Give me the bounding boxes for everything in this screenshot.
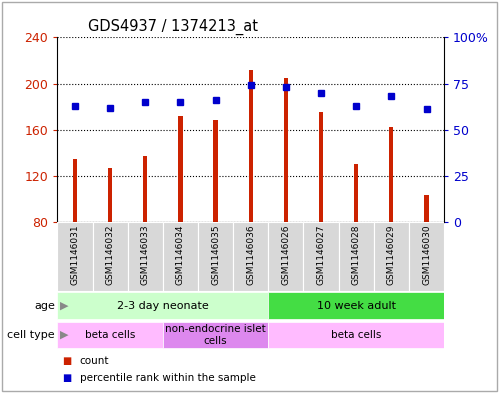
Text: GSM1146031: GSM1146031 (70, 224, 79, 285)
Text: ▶: ▶ (60, 330, 68, 340)
Text: GSM1146034: GSM1146034 (176, 224, 185, 285)
Text: 10 week adult: 10 week adult (317, 301, 396, 310)
Text: age: age (34, 301, 55, 310)
Bar (389, 127, 394, 222)
Bar (233, 222, 268, 291)
Text: GSM1146027: GSM1146027 (316, 224, 325, 285)
Bar (73, 158, 77, 222)
Text: percentile rank within the sample: percentile rank within the sample (80, 373, 255, 383)
Text: cell type: cell type (7, 330, 55, 340)
Bar (92, 222, 128, 291)
Bar (339, 222, 374, 291)
Bar (409, 222, 444, 291)
Bar (143, 156, 147, 222)
Text: beta cells: beta cells (331, 330, 381, 340)
Bar (57, 322, 163, 348)
Text: GSM1146035: GSM1146035 (211, 224, 220, 285)
Bar (214, 120, 218, 222)
Text: beta cells: beta cells (85, 330, 135, 340)
Text: GSM1146029: GSM1146029 (387, 224, 396, 285)
Bar (57, 222, 92, 291)
Text: 2-3 day neonate: 2-3 day neonate (117, 301, 209, 310)
Text: GSM1146030: GSM1146030 (422, 224, 431, 285)
Text: count: count (80, 356, 109, 366)
Text: GSM1146036: GSM1146036 (246, 224, 255, 285)
Bar (163, 322, 268, 348)
Bar (108, 168, 112, 222)
Bar (198, 222, 233, 291)
Text: ■: ■ (62, 373, 72, 383)
Text: GSM1146026: GSM1146026 (281, 224, 290, 285)
Bar (268, 222, 303, 291)
Bar (268, 322, 444, 348)
Bar (163, 222, 198, 291)
Bar (319, 112, 323, 222)
Text: GSM1146032: GSM1146032 (106, 224, 115, 285)
Bar (128, 222, 163, 291)
Text: GSM1146033: GSM1146033 (141, 224, 150, 285)
Bar (57, 292, 268, 319)
Bar (268, 292, 444, 319)
Text: GSM1146028: GSM1146028 (352, 224, 361, 285)
Bar (249, 70, 253, 222)
Text: non-endocrine islet
cells: non-endocrine islet cells (165, 324, 266, 346)
Bar (374, 222, 409, 291)
Bar (354, 164, 358, 222)
Bar (425, 195, 429, 222)
Text: ▶: ▶ (60, 301, 68, 310)
Bar (178, 116, 183, 222)
Bar (284, 78, 288, 222)
Text: ■: ■ (62, 356, 72, 366)
Text: GDS4937 / 1374213_at: GDS4937 / 1374213_at (88, 18, 258, 35)
Bar (303, 222, 339, 291)
